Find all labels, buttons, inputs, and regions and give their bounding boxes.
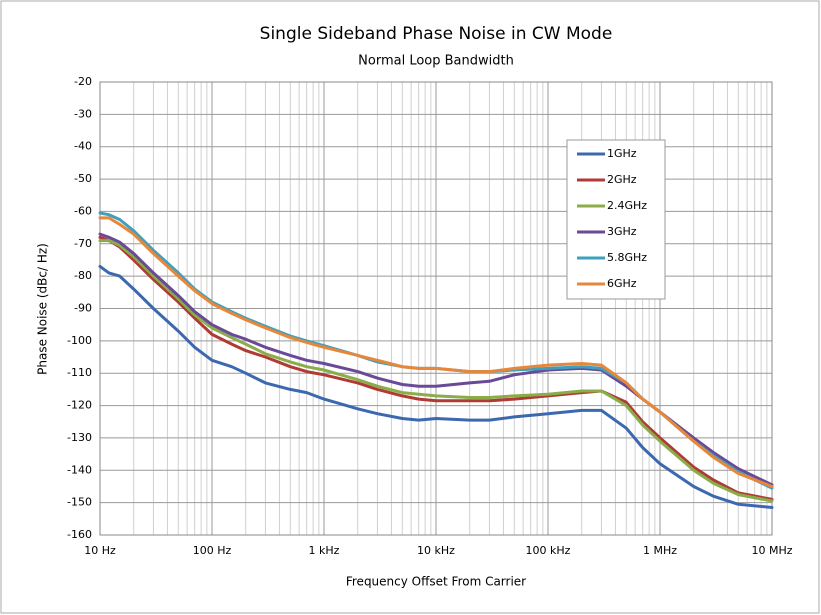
chart-title: Single Sideband Phase Noise in CW Mode xyxy=(260,24,613,44)
y-tick-label: -20 xyxy=(74,75,92,88)
y-tick-label: -70 xyxy=(74,237,92,250)
series-line xyxy=(98,264,774,509)
y-tick-label: -160 xyxy=(67,528,92,541)
x-tick-label: 100 Hz xyxy=(193,544,232,557)
x-axis-label: Frequency Offset From Carrier xyxy=(346,575,526,589)
y-tick-label: -140 xyxy=(67,463,92,476)
y-tick-label: -110 xyxy=(67,366,92,379)
x-tick-label: 10 MHz xyxy=(751,544,792,557)
x-tick-label: 10 kHz xyxy=(417,544,455,557)
chart-subtitle: Normal Loop Bandwidth xyxy=(358,54,514,69)
y-tick-label: -50 xyxy=(74,172,92,185)
legend-label: 3GHz xyxy=(607,225,637,238)
x-tick-label: 1 kHz xyxy=(309,544,340,557)
y-tick-label: -120 xyxy=(67,399,92,412)
y-tick-label: -150 xyxy=(67,496,92,509)
legend-label: 1GHz xyxy=(607,147,637,160)
x-tick-label: 100 kHz xyxy=(526,544,571,557)
legend-label: 5.8GHz xyxy=(607,251,647,264)
legend-label: 6GHz xyxy=(607,277,637,290)
y-tick-label: -130 xyxy=(67,431,92,444)
y-tick-label: -40 xyxy=(74,140,92,153)
y-tick-label: -100 xyxy=(67,334,92,347)
legend: 1GHz 2GHz 2.4GHz 3GHz 5.8GHz 6GHz xyxy=(566,139,666,300)
series-line xyxy=(98,216,774,488)
y-axis-label: Phase Noise (dBc/ Hz) xyxy=(36,243,50,375)
y-tick-label: -30 xyxy=(74,107,92,120)
legend-label: 2.4GHz xyxy=(607,199,647,212)
y-tick-label: -80 xyxy=(74,269,92,282)
plot-border xyxy=(99,81,773,536)
x-tick-label: 10 Hz xyxy=(84,544,116,557)
x-tick-label: 1 MHz xyxy=(643,544,677,557)
series-line xyxy=(98,239,774,503)
series-line xyxy=(98,235,774,501)
legend-box xyxy=(566,139,666,300)
y-tick-label: -60 xyxy=(74,204,92,217)
legend-label: 2GHz xyxy=(607,173,637,186)
y-tick-label: -90 xyxy=(74,302,92,315)
